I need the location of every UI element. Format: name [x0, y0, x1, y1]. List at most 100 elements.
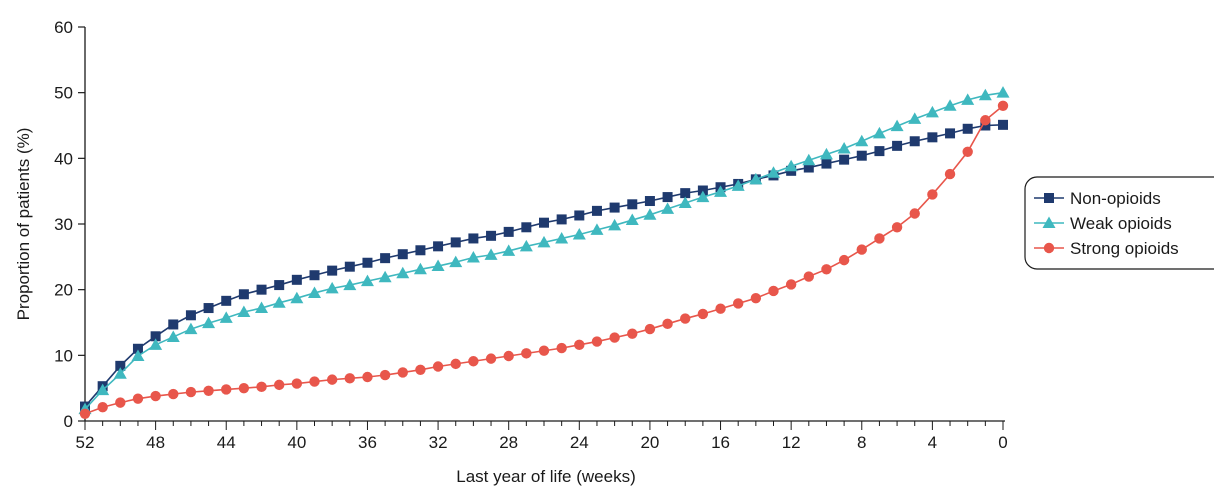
non-opioids-point: [292, 275, 302, 285]
non-opioids-point: [627, 199, 637, 209]
strong-opioids-point: [627, 328, 637, 338]
non-opioids-point: [663, 192, 673, 202]
strong-opioids-point: [221, 384, 231, 394]
non-opioids-point: [892, 141, 902, 151]
non-opioids-point: [451, 237, 461, 247]
non-opioids-point: [345, 262, 355, 272]
non-opioids-point: [415, 245, 425, 255]
non-opioids-point: [310, 270, 320, 280]
strong-opioids-point: [327, 374, 337, 384]
strong-opioids-point: [945, 169, 955, 179]
non-opioids-point: [910, 136, 920, 146]
non-opioids-point: [257, 285, 267, 295]
strong-opioids-point: [133, 393, 143, 403]
non-opioids-point: [433, 241, 443, 251]
non-opioids-point: [168, 319, 178, 329]
strong-opioids-point: [309, 376, 319, 386]
strong-opioids-point: [645, 324, 655, 334]
strong-opioids-point: [468, 356, 478, 366]
series-strong-opioids: [80, 101, 1008, 419]
non-opioids-point: [327, 266, 337, 276]
strong-opioids-point: [874, 233, 884, 243]
weak-opioids-point: [997, 86, 1010, 98]
x-tick-label: 52: [76, 433, 95, 452]
strong-opioids-point: [733, 298, 743, 308]
non-opioids-point: [504, 227, 514, 237]
non-opioids-point: [221, 296, 231, 306]
x-axis-title: Last year of life (weeks): [456, 467, 636, 486]
strong-opioids-point: [380, 370, 390, 380]
y-tick-label: 30: [54, 215, 73, 234]
strong-opioids-point: [998, 101, 1008, 111]
strong-opioids-point: [751, 293, 761, 303]
weak-opioids-point: [855, 135, 868, 147]
x-tick-label: 20: [640, 433, 659, 452]
non-opioids-point: [998, 120, 1008, 130]
strong-opioids-point: [451, 359, 461, 369]
non-opioids-point: [874, 146, 884, 156]
legend-label: Strong opioids: [1070, 239, 1179, 258]
strong-opioids-point: [680, 313, 690, 323]
non-opioids-point: [821, 159, 831, 169]
strong-opioids-point: [592, 336, 602, 346]
x-tick-label: 8: [857, 433, 866, 452]
non-opioids-point: [468, 233, 478, 243]
x-tick-label: 28: [499, 433, 518, 452]
weak-opioids-point: [908, 112, 921, 124]
non-opioids-point: [645, 196, 655, 206]
weak-opioids-point: [873, 127, 886, 139]
strong-opioids-point: [256, 382, 266, 392]
weak-opioids-point: [891, 120, 904, 131]
x-tick-label: 4: [928, 433, 937, 452]
legend-swatch-marker: [1044, 193, 1054, 203]
strong-opioids-point: [556, 343, 566, 353]
y-tick-label: 60: [54, 18, 73, 37]
x-tick-label: 16: [711, 433, 730, 452]
strong-opioids-point: [345, 373, 355, 383]
x-tick-label: 48: [146, 433, 165, 452]
strong-opioids-point: [274, 380, 284, 390]
non-opioids-point: [186, 310, 196, 320]
strong-opioids-point: [97, 402, 107, 412]
strong-opioids-point: [715, 304, 725, 314]
strong-opioids-point: [398, 367, 408, 377]
strong-opioids-point: [292, 378, 302, 388]
non-opioids-point: [610, 203, 620, 213]
series-layer: [79, 86, 1010, 419]
weak-opioids-point: [838, 142, 851, 154]
non-opioids-line: [85, 125, 1003, 407]
series-weak-opioids: [79, 86, 1010, 414]
strong-opioids-point: [927, 189, 937, 199]
non-opioids-point: [274, 280, 284, 290]
strong-opioids-point: [521, 348, 531, 358]
strong-opioids-point: [80, 409, 90, 419]
strong-opioids-point: [962, 147, 972, 157]
strong-opioids-point: [503, 351, 513, 361]
strong-opioids-point: [186, 387, 196, 397]
y-axis-title: Proportion of patients (%): [14, 128, 33, 321]
x-tick-label: 36: [358, 433, 377, 452]
strong-opioids-point: [115, 397, 125, 407]
strong-opioids-point: [168, 389, 178, 399]
strong-opioids-point: [804, 271, 814, 281]
strong-opioids-point: [768, 286, 778, 296]
strong-opioids-point: [786, 279, 796, 289]
strong-opioids-point: [486, 353, 496, 363]
x-tick-label: 24: [570, 433, 589, 452]
non-opioids-point: [204, 303, 214, 313]
strong-opioids-point: [980, 115, 990, 125]
series-non-opioids: [80, 120, 1008, 412]
y-tick-label: 0: [64, 412, 73, 431]
y-tick-label: 20: [54, 281, 73, 300]
strong-opioids-point: [362, 372, 372, 382]
strong-opioids-point: [839, 255, 849, 265]
non-opioids-point: [486, 231, 496, 241]
non-opioids-point: [398, 249, 408, 259]
non-opioids-point: [839, 155, 849, 165]
y-tick-label: 50: [54, 84, 73, 103]
non-opioids-point: [945, 128, 955, 138]
non-opioids-point: [592, 206, 602, 216]
strong-opioids-point: [698, 309, 708, 319]
